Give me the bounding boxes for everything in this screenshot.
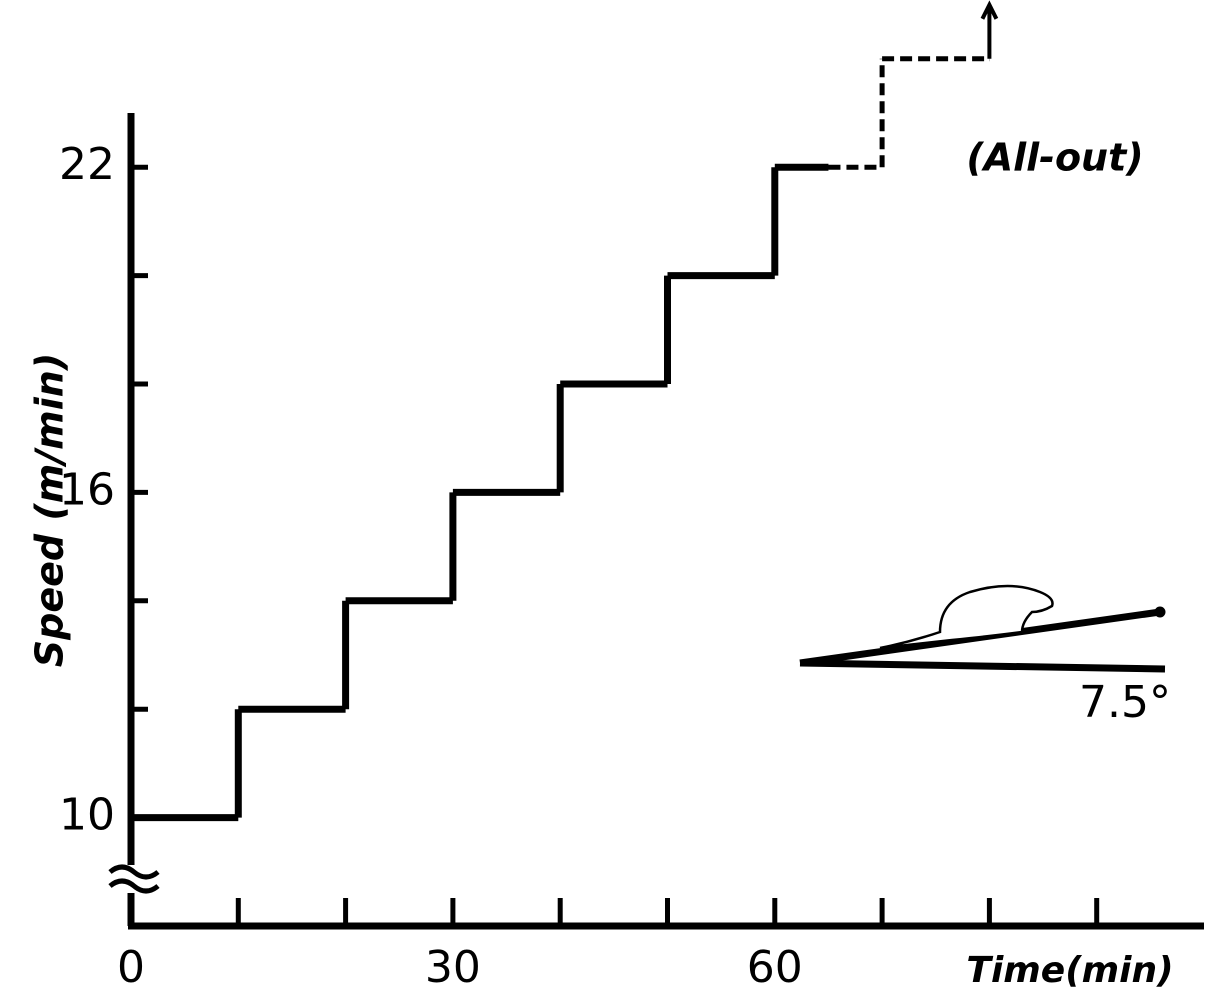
end-arrow [980,0,999,59]
x-axis-label: Time(min) [966,950,1173,991]
y-tick-label: 10 [59,790,115,841]
axis-break [108,864,160,894]
x-tick-label: 60 [747,942,803,993]
annotation: 7.5° [1079,677,1171,728]
annotation: (All-out) [966,136,1143,180]
y-axis-label: Speed (m/min) [28,353,72,667]
x-tick-label: 0 [117,942,145,993]
y-tick-label: 22 [59,139,115,190]
x-tick-label: 30 [425,942,481,993]
y-tick-label: 16 [59,464,115,515]
treadmill-inset [799,584,1166,673]
